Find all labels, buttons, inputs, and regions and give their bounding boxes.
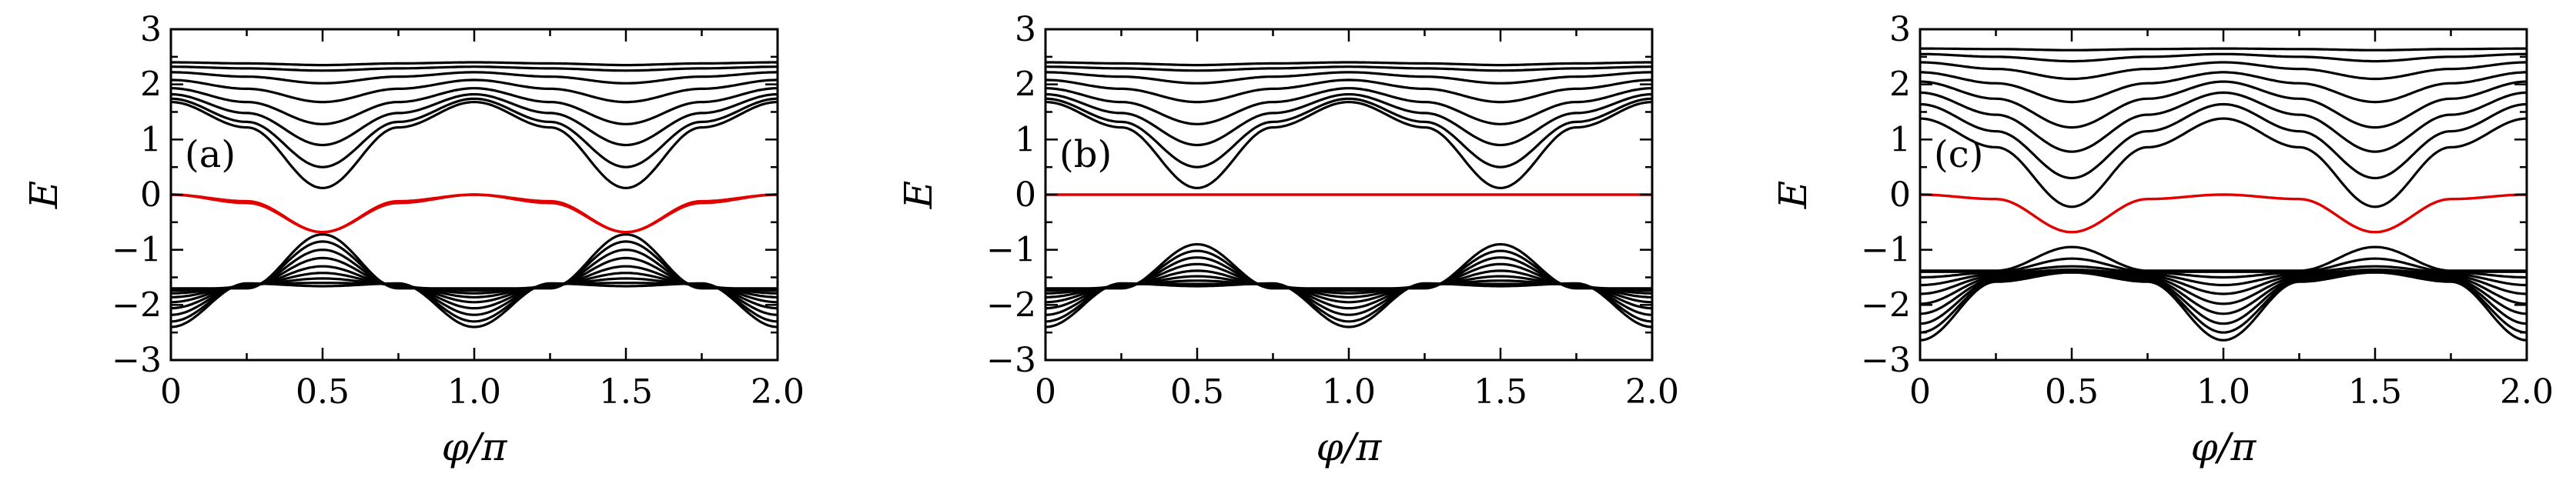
y-tick-label: 0	[1889, 175, 1911, 215]
upper-band-line-3	[1920, 61, 2527, 81]
x-tick-label: 2.0	[2500, 372, 2554, 412]
upper-band-line-8	[1920, 117, 2527, 208]
upper-band-line-3	[171, 71, 778, 85]
upper-band-line-7	[1920, 102, 2527, 180]
y-tick-label: 2	[1015, 65, 1036, 105]
x-tick-label: 0	[1035, 372, 1056, 412]
upper-band-line-3	[1045, 71, 1652, 85]
upper-band-line-1	[1920, 47, 2527, 52]
upper-band-line-1	[1045, 61, 1652, 67]
upper-band-line-4	[1920, 71, 2527, 104]
lower-band-line-6	[1920, 270, 2527, 305]
y-tick-label: 3	[1889, 10, 1911, 49]
panel-label: (c)	[1934, 133, 1983, 176]
y-tick-label: 1	[1889, 120, 1911, 159]
x-tick-label: 1.5	[1474, 372, 1527, 412]
panel-label: (b)	[1059, 133, 1112, 176]
upper-band-line-7	[171, 97, 778, 168]
lower-band-line-3	[1920, 265, 2527, 279]
panels-group: 0 0.5 1.0 1.5 2.0 3 2 1 0 −1 −2 −3 φ/π E (a) 0 0.5 1.0 1.5…	[22, 10, 2554, 469]
upper-band-line-4	[171, 78, 778, 104]
x-tick-label: 0.5	[2045, 372, 2099, 412]
edge-state-line-2	[171, 193, 778, 234]
upper-band-line-5	[1045, 87, 1652, 125]
x-axis-label: φ/π	[2191, 425, 2257, 469]
lower-band-line-4	[1920, 268, 2527, 287]
x-tick-label: 1.0	[1322, 372, 1376, 412]
upper-band-line-6	[1045, 93, 1652, 147]
lower-band-line-2	[1920, 257, 2527, 273]
x-tick-label: 2.0	[1625, 372, 1679, 412]
x-tick-label: 1.5	[599, 372, 653, 412]
y-tick-label: −2	[112, 285, 162, 325]
upper-band-line-2	[171, 65, 778, 72]
lower-band-line-5	[1920, 269, 2527, 295]
lower-band-line-9	[171, 282, 778, 329]
lower-band-line-9	[1045, 282, 1652, 329]
y-tick-label: −3	[986, 341, 1036, 380]
upper-band-line-1	[171, 61, 778, 67]
upper-band-line-2	[1045, 65, 1652, 72]
y-tick-label: 0	[140, 175, 162, 215]
lower-band-line-4	[171, 256, 778, 299]
y-tick-label: 1	[140, 120, 162, 159]
lower-band-line-3	[171, 249, 778, 295]
lower-band-line-2	[171, 240, 778, 292]
y-tick-label: −3	[1861, 341, 1911, 380]
y-tick-label: −2	[1861, 285, 1911, 325]
x-tick-label: 1.0	[447, 372, 501, 412]
y-tick-label: 2	[1889, 65, 1911, 105]
x-axis-label: φ/π	[1316, 425, 1383, 469]
x-tick-label: 0	[160, 372, 182, 412]
y-tick-label: 3	[1015, 10, 1036, 49]
y-tick-label: 0	[1015, 175, 1036, 215]
edge-state-line-1	[1920, 193, 2527, 234]
y-tick-label: −3	[112, 341, 162, 380]
upper-band-line-5	[1920, 80, 2527, 129]
x-tick-label: 0.5	[296, 372, 350, 412]
y-tick-label: −2	[986, 285, 1036, 325]
y-tick-label: 1	[1015, 120, 1036, 159]
x-tick-label: 1.5	[2348, 372, 2402, 412]
x-tick-label: 1.0	[2196, 372, 2250, 412]
lower-band-line-10	[1920, 271, 2527, 342]
panel-label: (a)	[185, 133, 236, 176]
x-tick-label: 0	[1909, 372, 1931, 412]
y-tick-label: 3	[140, 10, 162, 49]
upper-band-line-7	[1045, 97, 1652, 168]
chart-panel-1: 0 0.5 1.0 1.5 2.0 3 2 1 0 −1 −2 −3 φ/π E (a)	[22, 10, 805, 469]
y-axis-label: E	[1771, 181, 1815, 210]
x-tick-label: 0.5	[1170, 372, 1224, 412]
curves-group	[1045, 61, 1652, 329]
x-axis-label: φ/π	[442, 425, 508, 469]
y-tick-label: −1	[1861, 231, 1911, 270]
upper-band-line-8	[171, 101, 778, 189]
upper-band-line-4	[1045, 78, 1652, 104]
upper-band-line-8	[1045, 101, 1652, 189]
upper-band-line-6	[1920, 91, 2527, 153]
y-tick-label: 2	[140, 65, 162, 105]
y-axis-label: E	[896, 181, 941, 210]
upper-band-line-2	[1920, 52, 2527, 63]
chart-panel-3: 0 0.5 1.0 1.5 2.0 3 2 1 0 −1 −2 −3 φ/π E (c)	[1771, 10, 2554, 469]
upper-band-line-5	[171, 87, 778, 125]
y-tick-label: −1	[112, 231, 162, 270]
curves-group	[171, 61, 778, 329]
y-axis-label: E	[22, 181, 66, 210]
chart-panel-2: 0 0.5 1.0 1.5 2.0 3 2 1 0 −1 −2 −3 φ/π E (b)	[896, 10, 1679, 469]
upper-band-line-6	[171, 93, 778, 147]
y-tick-label: −1	[986, 231, 1036, 270]
curves-group	[1920, 47, 2527, 342]
x-tick-label: 2.0	[751, 372, 805, 412]
